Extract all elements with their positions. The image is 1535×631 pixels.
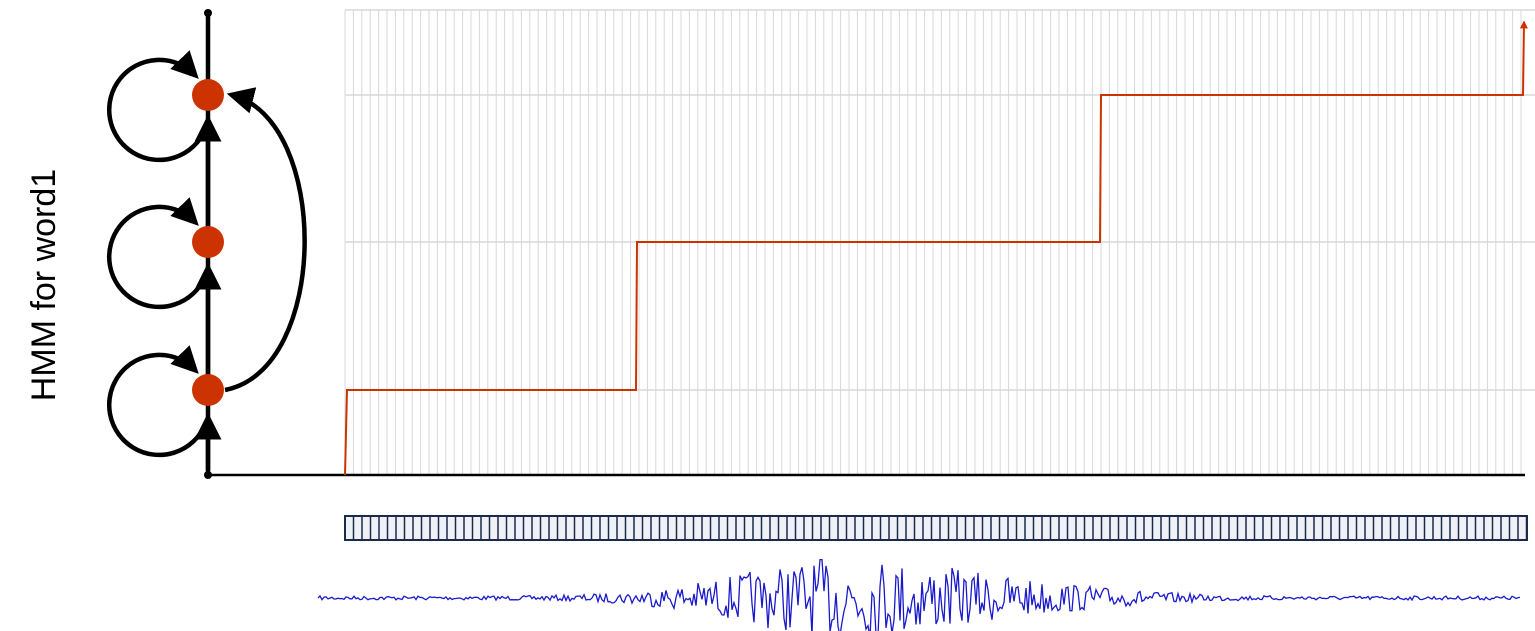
hmm-label: HMM for word1 bbox=[25, 169, 63, 401]
waveform bbox=[317, 558, 1521, 631]
hmm bbox=[107, 9, 307, 479]
frame-border bbox=[344, 515, 1528, 541]
frame-strip bbox=[344, 515, 1528, 541]
alignment-path bbox=[344, 20, 1528, 476]
